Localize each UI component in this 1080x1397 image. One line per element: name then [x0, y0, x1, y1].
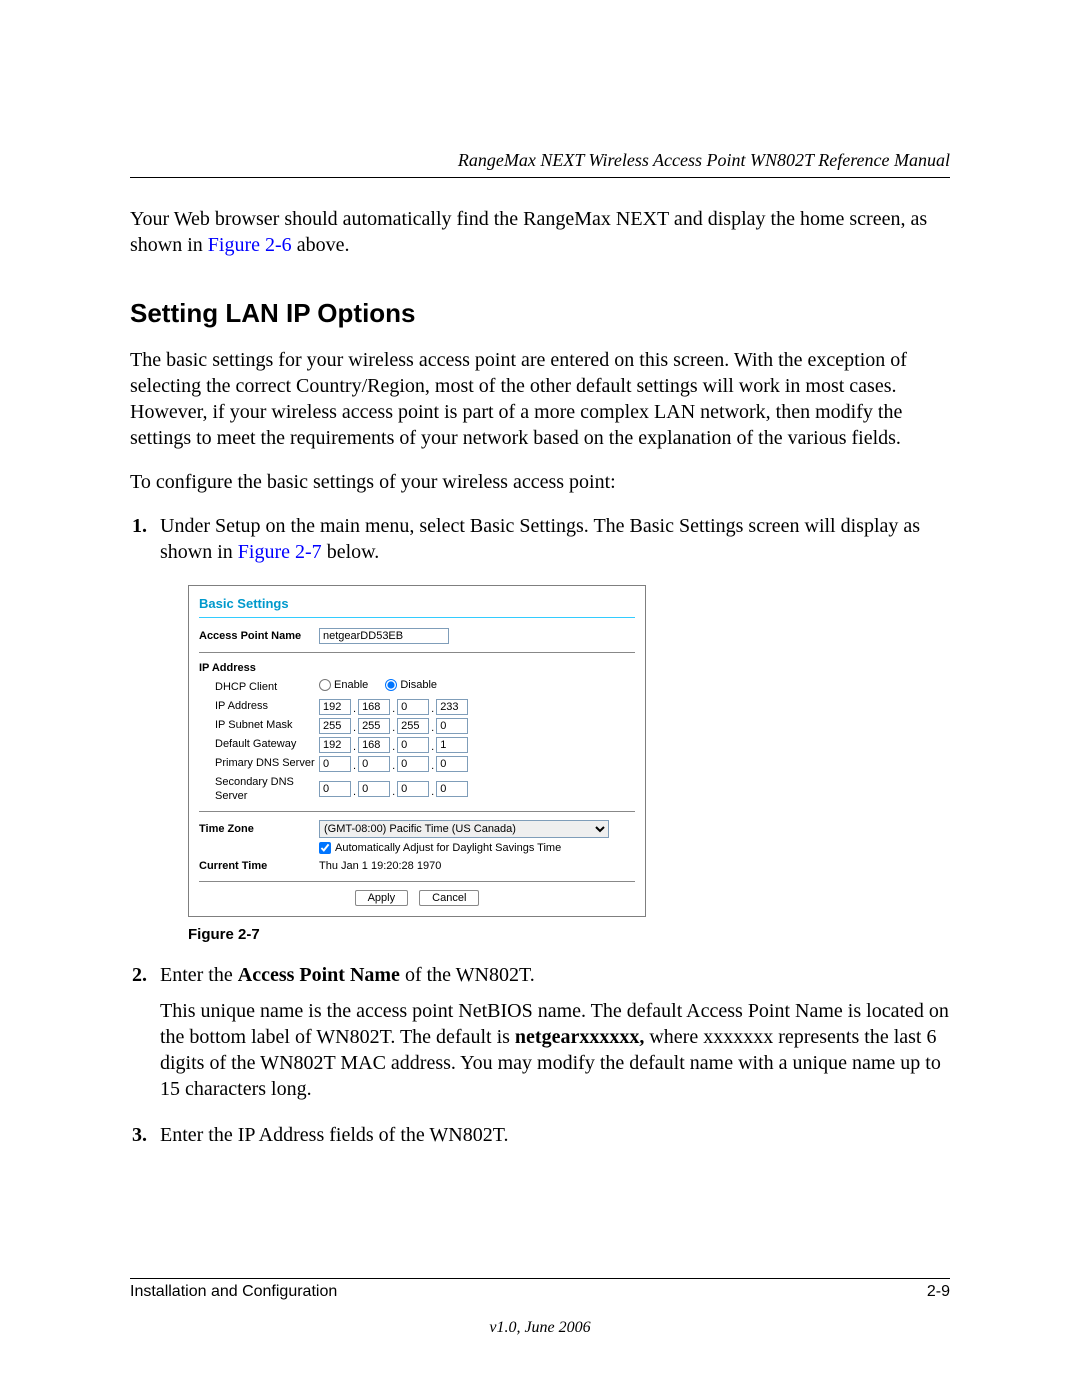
ip-o2[interactable] — [358, 699, 390, 715]
section-para-2: To configure the basic settings of your … — [130, 469, 950, 495]
subnet-label: IP Subnet Mask — [199, 718, 319, 732]
sdns-o2[interactable] — [358, 781, 390, 797]
ip-section-label: IP Address — [199, 661, 635, 675]
dhcp-disable-radio[interactable] — [385, 679, 397, 691]
current-time-value: Thu Jan 1 19:20:28 1970 — [319, 859, 441, 873]
step2-bold: Access Point Name — [238, 964, 400, 986]
basic-settings-screenshot: Basic Settings Access Point Name IP Addr… — [188, 585, 646, 917]
dst-checkbox[interactable] — [319, 842, 331, 854]
step2-text-b: of the WN802T. — [400, 964, 535, 986]
pdns-o2[interactable] — [358, 756, 390, 772]
pdns-o3[interactable] — [397, 756, 429, 772]
dhcp-label: DHCP Client — [199, 680, 319, 694]
gateway-label: Default Gateway — [199, 737, 319, 751]
intro-text-b: above. — [292, 234, 350, 256]
pdns-o1[interactable] — [319, 756, 351, 772]
gw-o1[interactable] — [319, 737, 351, 753]
dhcp-enable-radio[interactable] — [319, 679, 331, 691]
step1-text-b: below. — [322, 541, 380, 563]
intro-paragraph: Your Web browser should automatically fi… — [130, 206, 950, 258]
panel-title: Basic Settings — [199, 596, 635, 613]
step-1: Under Setup on the main menu, select Bas… — [152, 513, 950, 944]
footer-right: 2-9 — [927, 1283, 950, 1301]
pdns-label: Primary DNS Server — [199, 756, 319, 770]
step2-body: This unique name is the access point Net… — [160, 998, 950, 1102]
divider — [199, 881, 635, 882]
current-time-label: Current Time — [199, 859, 319, 873]
cancel-button[interactable]: Cancel — [419, 890, 479, 906]
gw-o4[interactable] — [436, 737, 468, 753]
figure-2-6-link[interactable]: Figure 2-6 — [208, 234, 292, 256]
steps-list: Under Setup on the main menu, select Bas… — [130, 513, 950, 1148]
divider — [199, 811, 635, 812]
dst-label: Automatically Adjust for Daylight Saving… — [335, 841, 561, 855]
figure-2-7-link[interactable]: Figure 2-7 — [238, 541, 322, 563]
sdns-o1[interactable] — [319, 781, 351, 797]
dhcp-disable-text: Disable — [400, 678, 437, 692]
sdns-label: Secondary DNS Server — [199, 775, 319, 804]
divider — [199, 617, 635, 618]
gw-o2[interactable] — [358, 737, 390, 753]
dhcp-enable-text: Enable — [334, 678, 368, 692]
subnet-o4[interactable] — [436, 718, 468, 734]
subnet-o1[interactable] — [319, 718, 351, 734]
section-heading: Setting LAN IP Options — [130, 298, 950, 329]
step-3: Enter the IP Address fields of the WN802… — [152, 1122, 950, 1148]
sdns-o3[interactable] — [397, 781, 429, 797]
ip-o3[interactable] — [397, 699, 429, 715]
ap-name-input[interactable] — [319, 628, 449, 644]
step-2: Enter the Access Point Name of the WN802… — [152, 962, 950, 1102]
subnet-o2[interactable] — [358, 718, 390, 734]
page-footer: Installation and Configuration 2-9 v1.0,… — [130, 1278, 950, 1337]
pdns-o4[interactable] — [436, 756, 468, 772]
timezone-label: Time Zone — [199, 822, 319, 836]
dhcp-disable-option[interactable]: Disable — [385, 678, 437, 692]
sdns-o4[interactable] — [436, 781, 468, 797]
footer-version: v1.0, June 2006 — [130, 1319, 950, 1337]
page-header: RangeMax NEXT Wireless Access Point WN80… — [130, 150, 950, 178]
ip-o4[interactable] — [436, 699, 468, 715]
timezone-select[interactable]: (GMT-08:00) Pacific Time (US Canada) — [319, 820, 609, 838]
figure-2-7: Basic Settings Access Point Name IP Addr… — [188, 585, 950, 917]
gw-o3[interactable] — [397, 737, 429, 753]
step2-text-a: Enter the — [160, 964, 238, 986]
footer-left: Installation and Configuration — [130, 1283, 337, 1301]
section-para-1: The basic settings for your wireless acc… — [130, 347, 950, 451]
ap-name-label: Access Point Name — [199, 629, 319, 643]
dhcp-enable-option[interactable]: Enable — [319, 678, 368, 692]
ip-o1[interactable] — [319, 699, 351, 715]
figure-caption: Figure 2-7 — [188, 925, 950, 945]
step2-body-bold: netgearxxxxxx, — [515, 1026, 644, 1048]
divider — [199, 652, 635, 653]
ip-address-label: IP Address — [199, 699, 319, 713]
subnet-o3[interactable] — [397, 718, 429, 734]
apply-button[interactable]: Apply — [355, 890, 409, 906]
